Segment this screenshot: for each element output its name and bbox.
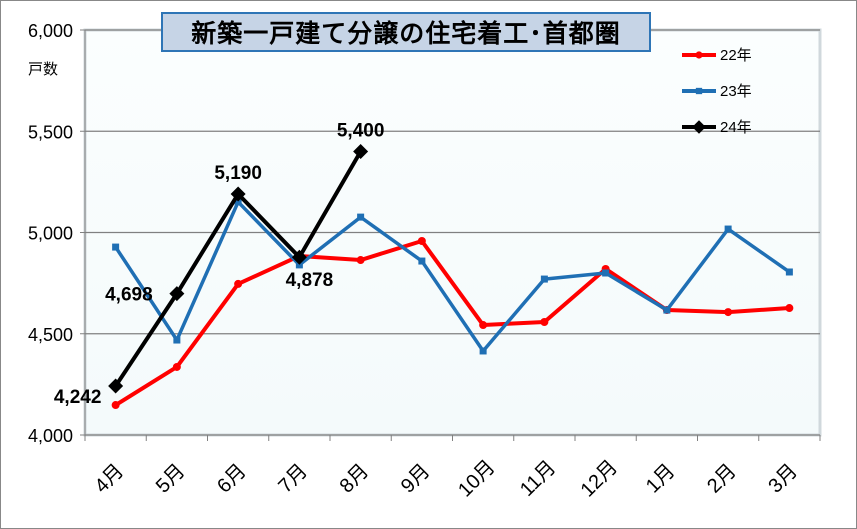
x-tick-label: 12月 <box>577 456 622 501</box>
square-marker <box>602 269 610 277</box>
series-line <box>114 239 790 407</box>
legend-item: 24年 <box>680 116 752 137</box>
square-marker <box>295 261 303 269</box>
y-tick-label: 6,000 <box>28 21 73 41</box>
diamond-marker <box>353 144 369 159</box>
x-tick-label: 5月 <box>152 460 190 498</box>
legend-label: 22年 <box>720 47 752 64</box>
circle-marker <box>234 279 243 288</box>
square-marker <box>785 268 793 276</box>
series-23年 <box>112 198 793 355</box>
circle-marker <box>695 50 703 59</box>
square-marker <box>540 275 548 283</box>
x-tick-label: 3月 <box>764 460 802 498</box>
x-tick-label: 10月 <box>454 456 499 501</box>
data-label: 5,190 <box>214 163 262 184</box>
legend-label: 24年 <box>720 119 752 136</box>
legend-swatch <box>682 50 716 59</box>
square-marker <box>357 213 365 221</box>
square-marker <box>724 225 732 233</box>
series-24年: 4,242 4,698 5,190 4,878 5,400 <box>54 121 385 408</box>
x-tick-label: 4月 <box>91 460 129 498</box>
data-label: 4,698 <box>105 285 153 306</box>
circle-marker <box>785 304 794 313</box>
diamond-marker <box>230 186 246 202</box>
x-tick-label: 11月 <box>516 457 560 501</box>
circle-marker <box>479 321 488 330</box>
square-marker <box>173 336 181 344</box>
chart-title: 新築一戸建て分譲の住宅着工･首都圏 <box>161 12 651 52</box>
square-marker <box>418 257 426 265</box>
x-tick-label: 8月 <box>336 460 374 498</box>
diamond-marker <box>692 119 706 134</box>
circle-marker <box>356 256 365 265</box>
series-line <box>114 200 791 353</box>
y-axis-label: 戸数 <box>28 61 59 78</box>
square-marker <box>695 87 703 94</box>
square-marker <box>234 198 242 206</box>
data-label: 4,878 <box>286 270 334 291</box>
y-tick-label: 4,500 <box>28 325 73 345</box>
legend-swatch <box>682 119 716 134</box>
circle-marker <box>417 237 426 246</box>
legend-label: 23年 <box>720 83 752 100</box>
diamond-marker <box>108 378 124 394</box>
data-label: 5,400 <box>337 121 385 142</box>
diamond-marker <box>291 249 307 265</box>
x-tick-label: 1月 <box>642 460 680 498</box>
y-tick-label: 4,000 <box>28 426 73 446</box>
circle-marker <box>540 318 549 327</box>
square-marker <box>479 347 487 355</box>
x-tick-label: 7月 <box>274 460 312 498</box>
y-tick-label: 5,000 <box>28 224 73 244</box>
x-tick-label: 2月 <box>703 460 741 498</box>
legend-swatch <box>682 87 716 94</box>
y-tick-label: 5,500 <box>28 122 73 142</box>
x-tick-label: 9月 <box>397 460 435 498</box>
square-marker <box>663 306 671 314</box>
x-tick-label: 6月 <box>213 460 251 498</box>
legend-item: 23年 <box>680 80 752 101</box>
square-marker <box>112 243 120 251</box>
circle-marker <box>724 308 733 317</box>
circle-marker <box>172 362 181 371</box>
legend-item: 22年 <box>680 44 752 65</box>
diamond-marker <box>169 286 185 302</box>
data-label: 4,242 <box>54 387 102 408</box>
circle-marker <box>111 401 120 410</box>
